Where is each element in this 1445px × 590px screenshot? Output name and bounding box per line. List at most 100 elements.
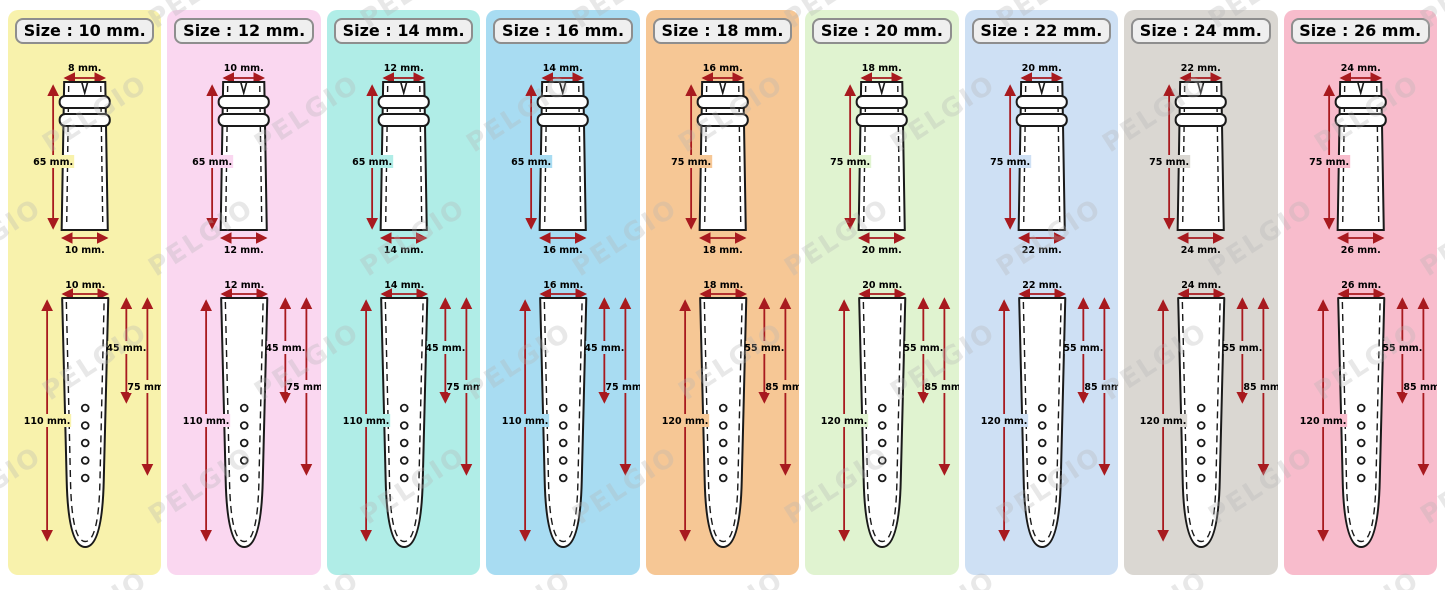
adjustment-hole	[399, 456, 409, 465]
adjustment-hole	[1037, 421, 1047, 430]
long-top-width-label: 24 mm.	[1181, 280, 1221, 291]
long-length-label: 110 mm.	[24, 416, 71, 427]
stitch-line	[737, 85, 742, 227]
size-column: Size : 16 mm. 14 mm.	[486, 10, 640, 575]
long-length-label: 120 mm.	[980, 416, 1027, 427]
stitch-line	[543, 301, 584, 543]
size-column: Size : 24 mm. 22 mm.	[1124, 10, 1278, 575]
label-backing	[820, 414, 869, 427]
long-strap-diagram: 20 mm. 120 mm. 55 mm. 85 mm.	[820, 280, 959, 548]
long-top-width-label: 16 mm.	[544, 280, 584, 291]
size-column: Size : 22 mm. 20 mm.	[964, 10, 1119, 575]
adjustment-hole	[1356, 403, 1366, 413]
stitch-line	[65, 301, 105, 543]
adjustment-hole	[1196, 473, 1206, 483]
last-hole-distance-label: 85 mm.	[765, 382, 799, 393]
buckle-strap-diagram: 16 mm. 75 mm. 18 mm.	[669, 63, 749, 256]
long-strap-diagram: 12 mm. 110 mm. 45 mm. 75 mm.	[182, 280, 321, 548]
last-hole-distance-label: 85 mm.	[1084, 382, 1118, 393]
keeper-loop	[855, 95, 908, 109]
buckle-strap-diagram: 22 mm. 75 mm. 24 mm.	[1148, 63, 1227, 256]
adjustment-hole	[1037, 403, 1047, 413]
buckle-strap-diagram: 24 mm. 75 mm. 26 mm.	[1307, 63, 1387, 256]
buckle-bottom-width-label: 22 mm.	[1021, 245, 1061, 256]
size-header: Size : 24 mm.	[1131, 18, 1271, 44]
buckle-top-width-label: 12 mm.	[384, 63, 424, 74]
buckle-bottom-width-label: 10 mm.	[65, 245, 105, 256]
adjustment-hole	[399, 473, 409, 483]
adjustment-hole	[1356, 421, 1366, 430]
label-backing	[267, 341, 305, 354]
size-header-label: Size : 20 mm.	[820, 21, 943, 40]
stitch-line	[384, 301, 424, 543]
keeper-loop	[855, 113, 908, 127]
buckle-top-width-label: 22 mm.	[1181, 63, 1221, 74]
size-header: Size : 22 mm.	[971, 18, 1112, 44]
first-hole-distance-label: 45 mm.	[425, 343, 465, 354]
keeper-loop	[58, 113, 111, 127]
size-header-label: Size : 18 mm.	[661, 21, 784, 40]
spring-bar-notch	[718, 81, 727, 97]
strap-diagrams: 8 mm. 65 mm. 10 mm. 10 mm.	[23, 63, 162, 548]
label-backing	[191, 155, 234, 168]
label-backing	[1139, 414, 1188, 427]
strap-diagrams: 16 mm. 75 mm. 18 mm. 18 mm.	[660, 63, 800, 548]
long-top-width-label: 18 mm.	[703, 280, 743, 291]
buckle-length-label: 65 mm.	[193, 157, 233, 168]
label-backing	[660, 414, 709, 427]
adjustment-hole	[399, 438, 409, 448]
stitch-line	[225, 301, 265, 543]
last-hole-distance-label: 85 mm.	[925, 382, 959, 393]
buckle-strap-diagram: 20 mm. 75 mm. 22 mm.	[988, 63, 1068, 256]
label-backing	[988, 155, 1031, 168]
label-backing	[341, 414, 391, 427]
adjustment-hole	[878, 421, 887, 430]
spring-bar-notch	[1196, 81, 1205, 97]
stitch-line	[862, 301, 902, 543]
long-strap-diagram: 22 mm. 120 mm. 55 mm. 85 mm.	[979, 280, 1119, 548]
buckle-bottom-width-label: 26 mm.	[1340, 245, 1380, 256]
stitch-line	[418, 85, 423, 227]
first-hole-distance-label: 45 mm.	[106, 343, 146, 354]
keeper-loop	[1174, 113, 1227, 127]
columns-row: Size : 10 mm. 8 mm.	[8, 10, 1437, 575]
adjustment-hole	[878, 438, 887, 448]
adjustment-hole	[240, 456, 249, 465]
buckle-length-label: 65 mm.	[33, 157, 73, 168]
adjustment-hole	[80, 421, 90, 430]
stitch-line	[1341, 301, 1381, 543]
spring-bar-notch	[1037, 81, 1046, 97]
stitch-line	[1056, 85, 1061, 227]
adjustment-hole	[1356, 438, 1366, 448]
first-hole-distance-label: 45 mm.	[266, 343, 306, 354]
buckle-strap-diagram: 10 mm. 65 mm. 12 mm.	[191, 63, 271, 256]
adjustment-hole	[718, 421, 728, 430]
adjustment-hole	[1037, 438, 1047, 448]
long-strap-diagram: 24 mm. 120 mm. 55 mm. 85 mm.	[1139, 280, 1278, 548]
stitch-line	[897, 85, 901, 227]
size-column: Size : 12 mm. 10 mm.	[167, 10, 321, 575]
buckle-top-width-label: 10 mm.	[224, 63, 264, 74]
adjustment-hole	[80, 456, 90, 465]
label-backing	[23, 414, 72, 427]
first-hole-distance-label: 55 mm.	[904, 343, 944, 354]
stitch-line	[1181, 301, 1221, 543]
long-length-label: 120 mm.	[1299, 416, 1346, 427]
label-backing	[426, 341, 464, 354]
adjustment-hole	[399, 403, 409, 413]
buckle-length-label: 75 mm.	[1309, 157, 1349, 168]
label-backing	[510, 155, 553, 168]
last-hole-distance-label: 75 mm.	[287, 382, 321, 393]
label-backing	[1307, 155, 1350, 168]
long-top-width-label: 14 mm.	[384, 280, 424, 291]
long-length-label: 120 mm.	[662, 416, 709, 427]
adjustment-hole	[80, 403, 90, 413]
long-top-width-label: 12 mm.	[225, 280, 265, 291]
long-length-label: 120 mm.	[821, 416, 868, 427]
label-backing	[1383, 341, 1421, 354]
adjustment-hole	[1196, 456, 1206, 465]
adjustment-hole	[559, 403, 568, 413]
adjustment-hole	[240, 421, 249, 430]
label-backing	[32, 155, 75, 168]
last-hole-distance-label: 85 mm.	[1243, 382, 1277, 393]
